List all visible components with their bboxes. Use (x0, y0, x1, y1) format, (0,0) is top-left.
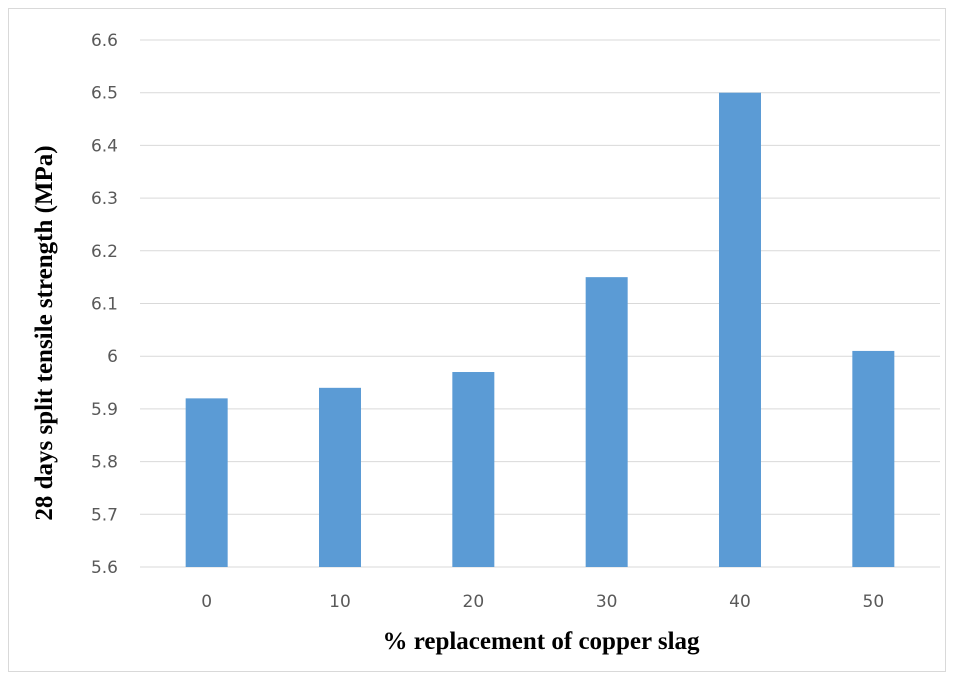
bar-50 (852, 350, 895, 567)
bar-10 (319, 387, 361, 567)
bar-40 (719, 92, 761, 567)
x-tick-labels: 0 10 20 30 40 50 (201, 592, 884, 612)
y-tick-label: 6 (107, 347, 118, 367)
y-tick-label: 6.3 (91, 189, 118, 209)
y-tick-label: 5.9 (91, 400, 118, 420)
x-axis-title: % replacement of copper slag (382, 628, 700, 655)
y-tick-label: 5.7 (91, 505, 118, 525)
bar-30 (585, 277, 628, 567)
y-tick-label: 6.5 (91, 84, 118, 104)
y-tick-label: 5.6 (91, 558, 118, 578)
x-tick-label: 50 (863, 592, 885, 612)
x-tick-label: 40 (729, 592, 751, 612)
x-tick-label: 30 (596, 592, 618, 612)
y-tick-label: 5.8 (91, 453, 118, 473)
bar-20 (452, 372, 495, 567)
y-tick-label: 6.6 (91, 31, 118, 51)
y-axis-title: 28 days split tensile strength (MPa) (31, 145, 58, 520)
bar-0 (185, 398, 228, 567)
gridlines (140, 39, 940, 568)
x-tick-label: 10 (329, 592, 351, 612)
x-tick-label: 0 (201, 592, 212, 612)
y-tick-labels: 5.6 5.7 5.8 5.9 6 6.1 6.2 6.3 6.4 6.5 6.6 (91, 31, 118, 578)
bars (185, 92, 895, 567)
y-tick-label: 6.4 (91, 136, 118, 156)
x-tick-label: 20 (463, 592, 485, 612)
y-tick-label: 6.1 (91, 295, 118, 315)
y-tick-label: 6.2 (91, 242, 118, 262)
